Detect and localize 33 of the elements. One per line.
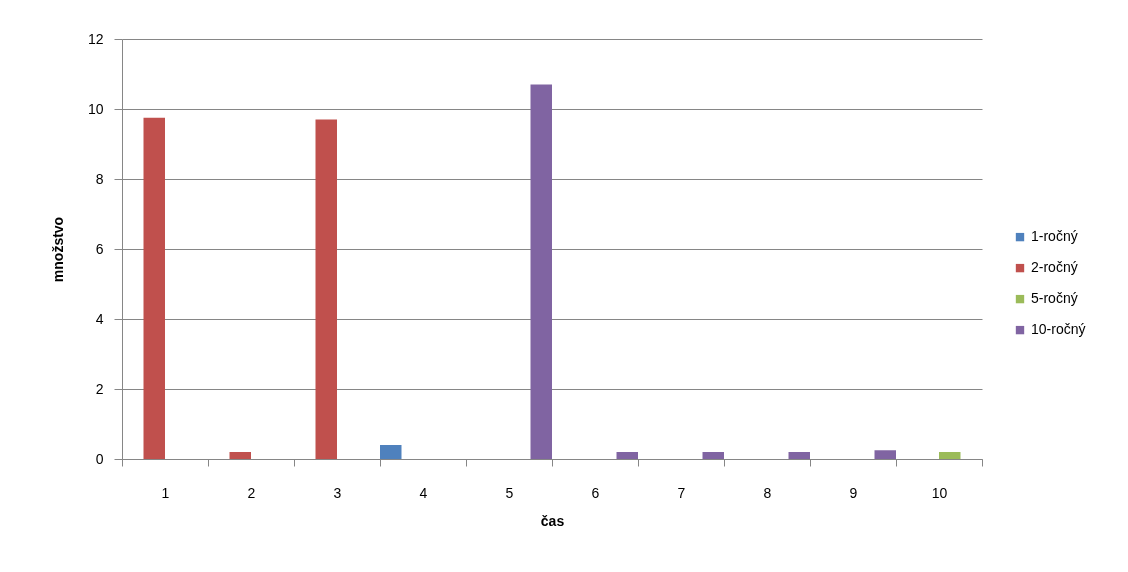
- x-tick-label: 6: [591, 484, 600, 501]
- bar: [939, 452, 961, 459]
- legend-label: 1-ročný: [1031, 228, 1078, 245]
- bar: [702, 452, 724, 459]
- x-tick-label: 10: [931, 484, 948, 501]
- bar: [530, 84, 552, 459]
- legend-label: 10-ročný: [1031, 321, 1086, 338]
- bar: [315, 119, 337, 459]
- x-tick-label: 7: [677, 484, 686, 501]
- y-tick-label: 8: [95, 170, 104, 187]
- x-tick-label: 2: [247, 484, 256, 501]
- y-tick-label: 4: [95, 310, 104, 327]
- x-tick-label: 1: [161, 484, 170, 501]
- bar: [380, 445, 402, 459]
- bar: [616, 452, 638, 459]
- x-tick-label: 4: [419, 484, 428, 501]
- bar: [874, 450, 896, 459]
- y-tick-label: 12: [87, 30, 104, 47]
- legend-label: 2-ročný: [1031, 259, 1078, 276]
- y-axis-title: množstvo: [49, 216, 66, 283]
- bar: [788, 452, 810, 459]
- x-axis-title: čas: [540, 512, 565, 529]
- y-tick-label: 2: [95, 380, 104, 397]
- y-tick-label: 10: [87, 100, 104, 117]
- y-tick-label: 6: [95, 240, 104, 257]
- bar: [143, 117, 165, 459]
- x-tick-label: 5: [505, 484, 514, 501]
- x-tick-label: 3: [333, 484, 342, 501]
- bar: [229, 452, 251, 459]
- legend-label: 5-ročný: [1031, 290, 1078, 307]
- y-tick-label: 0: [95, 450, 104, 467]
- x-tick-label: 8: [763, 484, 772, 501]
- x-tick-label: 9: [849, 484, 858, 501]
